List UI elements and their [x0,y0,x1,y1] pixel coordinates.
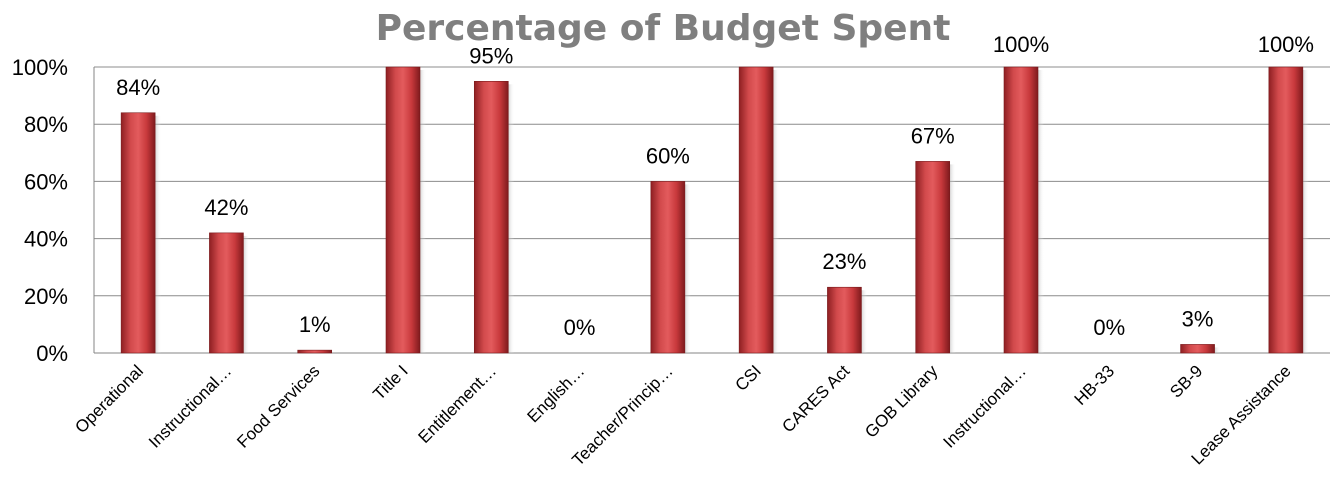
y-tick-label: 0% [36,341,68,366]
y-tick-label: 80% [24,112,68,137]
x-tick-label: CSI [731,361,764,394]
x-tick-label: Food Services [233,361,323,451]
bar-shadow [1214,347,1221,353]
data-label: 0% [564,315,596,340]
x-tick-label: Instructional… [145,361,235,451]
data-label: 84% [116,75,160,100]
data-label: 95% [469,43,513,68]
bar-shadow [155,115,162,353]
data-label: 23% [822,249,866,274]
x-tick-label: HB-33 [1071,361,1119,409]
bar-shadow [1302,70,1309,353]
bars [120,66,1309,354]
x-tick-label: Entitlement… [415,361,501,447]
bar [297,349,333,354]
bar-shadow [773,70,780,353]
bar [473,81,509,354]
x-tick-label: Instructional… [940,361,1030,451]
data-labels: 84% 42% 1% 95% 0% 60% 23% 67% 100% 0% 3% 100% [116,32,1314,340]
data-label: 67% [911,123,955,148]
bar [738,66,774,354]
bar [209,232,244,354]
x-tick-label: English… [524,361,589,426]
gridlines [94,66,1330,354]
x-tick-label: GOB Library [861,361,942,442]
y-tick-label: 40% [24,227,68,252]
data-label: 42% [204,195,248,220]
data-label: 1% [299,312,331,337]
bar [650,181,686,354]
x-tick-label: CARES Act [778,361,853,436]
data-label: 0% [1093,315,1125,340]
bar [120,112,156,354]
bar-shadow [508,84,515,354]
y-tick-label: 100% [12,55,68,80]
bar [915,161,951,354]
y-tick-label: 60% [24,169,68,194]
bar-shadow [861,290,868,353]
x-tick-label: SB-9 [1166,361,1206,401]
bar-shadow [1038,70,1044,353]
bar [1180,344,1215,354]
bar [1268,66,1304,354]
bar-shadow [420,70,426,353]
bar-shadow [684,184,691,353]
bar-shadow [949,164,956,353]
data-label: 3% [1182,306,1214,331]
bar [827,286,862,354]
y-tick-label: 20% [24,284,68,309]
data-label: 60% [646,143,690,168]
bar [1003,66,1039,354]
y-axis: 0% 20% 40% 60% 80% 100% [12,55,95,366]
bar-shadow [243,235,250,353]
data-label: 100% [1258,32,1314,57]
chart-title: Percentage of Budget Spent [376,8,951,49]
data-label: 100% [993,32,1049,57]
x-tick-label: Title I [369,361,411,403]
x-tick-label: Operational [71,361,147,437]
bar [385,66,421,354]
